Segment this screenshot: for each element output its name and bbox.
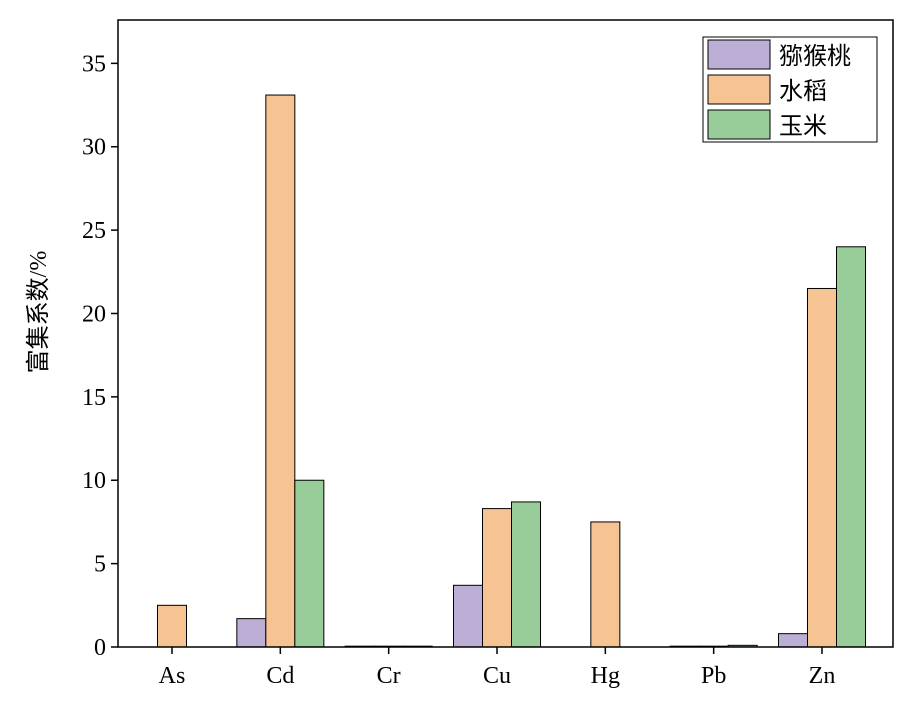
x-tick-label: Cu <box>483 663 511 689</box>
bar <box>836 246 866 648</box>
x-tick-label: Pb <box>701 663 726 689</box>
x-tick-label: Zn <box>809 663 836 689</box>
plot-frame <box>117 19 894 648</box>
x-tick-label: Cd <box>266 663 294 689</box>
bar <box>590 521 621 648</box>
bar <box>453 584 483 648</box>
y-tick-label: 0 <box>94 635 106 661</box>
bar <box>807 287 837 648</box>
legend-swatch <box>707 74 771 105</box>
bar <box>157 604 187 648</box>
y-tick-label: 30 <box>82 135 106 161</box>
legend-label: 玉米 <box>779 113 827 140</box>
bar <box>294 479 325 648</box>
bar <box>482 508 512 648</box>
legend-swatch <box>707 39 771 70</box>
y-tick-label: 25 <box>82 218 106 244</box>
y-tick-label: 5 <box>94 552 106 578</box>
legend-label: 猕猴桃 <box>779 43 851 70</box>
y-tick-label: 15 <box>82 385 106 411</box>
bar <box>511 501 541 648</box>
bar <box>265 94 296 648</box>
y-tick-label: 10 <box>82 468 106 494</box>
legend-label: 水稻 <box>779 78 827 105</box>
x-tick-label: Cr <box>377 663 401 689</box>
bar <box>778 633 808 648</box>
legend-swatch <box>707 109 771 140</box>
y-axis-label: 富集系数/% <box>25 251 52 374</box>
bar <box>236 618 267 648</box>
x-tick-label: Hg <box>591 663 620 689</box>
y-tick-label: 35 <box>82 51 106 77</box>
y-tick-label: 20 <box>82 301 106 327</box>
x-tick-label: As <box>159 663 186 689</box>
